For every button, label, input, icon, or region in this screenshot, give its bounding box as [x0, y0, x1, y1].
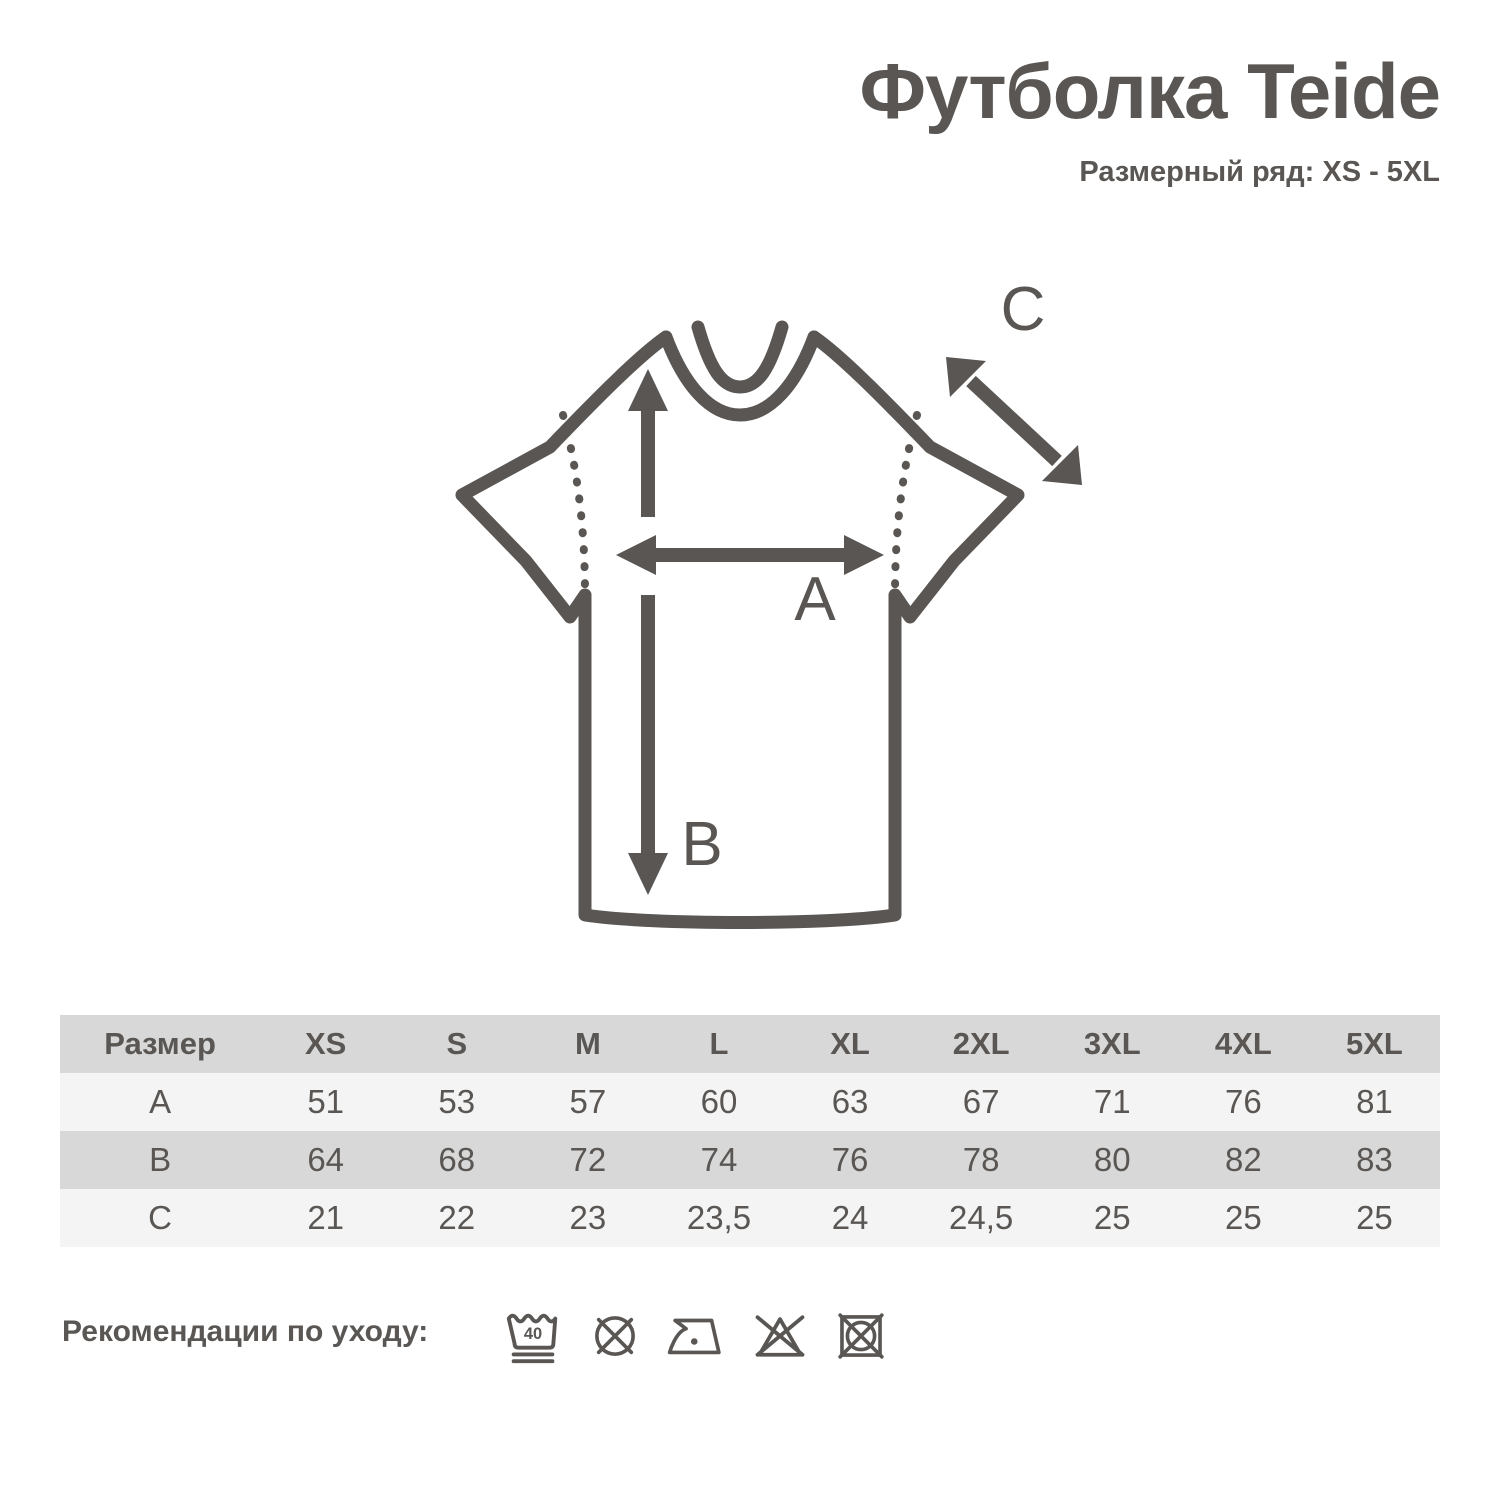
table-header-m: M — [522, 1015, 654, 1073]
page-title: Футболка Teide — [859, 47, 1441, 135]
tshirt-outline-icon — [455, 320, 1025, 929]
cell-b-m: 72 — [522, 1131, 654, 1189]
cell-b-l: 74 — [653, 1131, 785, 1189]
cell-b-5xl: 83 — [1308, 1131, 1440, 1189]
cell-c-xs: 21 — [260, 1189, 392, 1247]
cell-a-xs: 51 — [260, 1073, 392, 1131]
cell-b-2xl: 78 — [915, 1131, 1047, 1189]
cell-b-4xl: 82 — [1177, 1131, 1309, 1189]
table-row: A 51 53 57 60 63 67 71 76 81 — [60, 1073, 1440, 1131]
measure-label-b: B — [681, 810, 722, 879]
do-not-dry-clean-icon — [595, 1316, 635, 1356]
header: Футболка Teide Размерный ряд: XS - 5XL — [60, 47, 1441, 189]
size-table-head: Размер XS S M L XL 2XL 3XL 4XL 5XL — [60, 1015, 1440, 1073]
care-instructions: Рекомендации по уходу: 40 — [62, 1305, 1442, 1385]
care-instructions-label: Рекомендации по уходу: — [62, 1315, 429, 1348]
cell-b-s: 68 — [391, 1131, 523, 1189]
size-table: Размер XS S M L XL 2XL 3XL 4XL 5XL A 51 … — [60, 1015, 1440, 1247]
cell-b-xl: 76 — [784, 1131, 916, 1189]
measure-arrow-b — [628, 369, 668, 895]
cell-a-m: 57 — [522, 1073, 654, 1131]
cell-c-m: 23 — [522, 1189, 654, 1247]
care-icon-row: 40 — [502, 1305, 890, 1367]
row-label-c: C — [60, 1189, 261, 1247]
cell-a-s: 53 — [391, 1073, 523, 1131]
table-header-size-label: Размер — [60, 1015, 261, 1073]
tshirt-diagram-svg: A B C — [455, 275, 1082, 929]
tshirt-diagram: A B C — [430, 265, 1090, 945]
cell-b-xs: 64 — [260, 1131, 392, 1189]
table-row: C 21 22 23 23,5 24 24,5 25 25 25 — [60, 1189, 1440, 1247]
table-header-s: S — [391, 1015, 523, 1073]
wash-temperature-value: 40 — [524, 1325, 542, 1343]
measure-label-c: C — [1001, 275, 1046, 344]
cell-a-2xl: 67 — [915, 1073, 1047, 1131]
table-header-l: L — [653, 1015, 785, 1073]
wash-40-gentle-icon: 40 — [506, 1313, 558, 1364]
table-header-5xl: 5XL — [1308, 1015, 1440, 1073]
cell-c-3xl: 25 — [1046, 1189, 1178, 1247]
cell-b-3xl: 80 — [1046, 1131, 1178, 1189]
cell-a-4xl: 76 — [1177, 1073, 1309, 1131]
iron-low-one-dot-icon — [667, 1318, 721, 1355]
row-label-b: B — [60, 1131, 261, 1189]
table-row: B 64 68 72 74 76 78 80 82 83 — [60, 1131, 1440, 1189]
measure-label-a: A — [794, 565, 836, 634]
table-header-4xl: 4XL — [1177, 1015, 1309, 1073]
cell-c-4xl: 25 — [1177, 1189, 1309, 1247]
table-header-3xl: 3XL — [1046, 1015, 1178, 1073]
table-header-2xl: 2XL — [915, 1015, 1047, 1073]
cell-a-3xl: 71 — [1046, 1073, 1178, 1131]
table-header-xl: XL — [784, 1015, 916, 1073]
measure-arrow-a — [616, 535, 884, 575]
measure-arrow-c — [946, 357, 1082, 485]
cell-c-xl: 24 — [784, 1189, 916, 1247]
size-table-body: A 51 53 57 60 63 67 71 76 81 B 64 68 72 … — [60, 1073, 1440, 1247]
cell-a-xl: 63 — [784, 1073, 916, 1131]
row-label-a: A — [60, 1073, 261, 1131]
sleeve-seam-dotted-icon — [559, 411, 921, 599]
cell-c-5xl: 25 — [1308, 1189, 1440, 1247]
cell-c-l: 23,5 — [653, 1189, 785, 1247]
do-not-bleach-icon — [755, 1315, 805, 1357]
cell-c-s: 22 — [391, 1189, 523, 1247]
table-header-xs: XS — [260, 1015, 392, 1073]
size-range-subtitle: Размерный ряд: XS - 5XL — [1079, 156, 1440, 188]
cell-a-5xl: 81 — [1308, 1073, 1440, 1131]
cell-c-2xl: 24,5 — [915, 1189, 1047, 1247]
table-header-row: Размер XS S M L XL 2XL 3XL 4XL 5XL — [60, 1015, 1440, 1073]
do-not-tumble-dry-icon — [838, 1313, 884, 1359]
cell-a-l: 60 — [653, 1073, 785, 1131]
